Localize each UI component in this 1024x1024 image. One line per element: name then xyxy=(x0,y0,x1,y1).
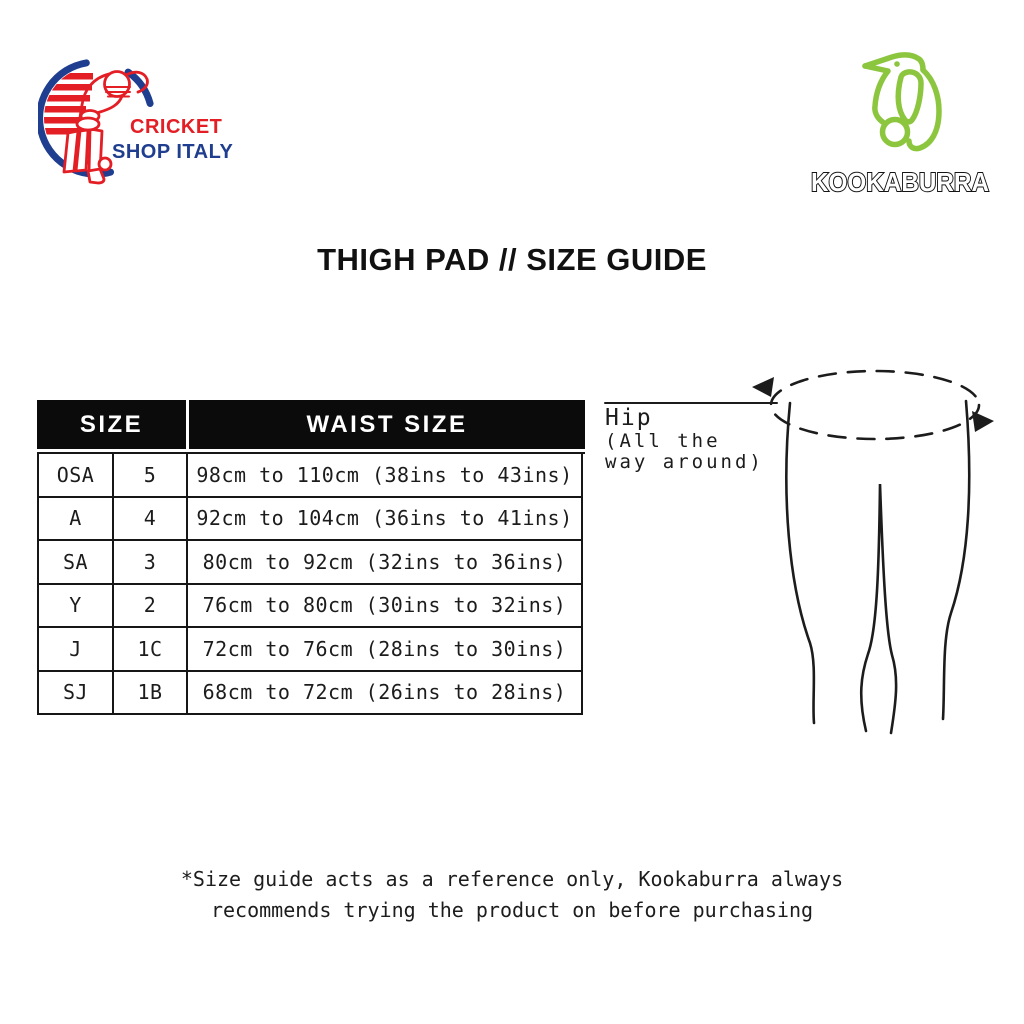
inner-leg-lines xyxy=(859,483,898,735)
cricket-logo-text-line2: SHOP ITALY xyxy=(112,141,234,163)
cricket-batsman-icon xyxy=(38,59,154,185)
hip-measurement-diagram: Hip (All the way around) xyxy=(600,345,1024,745)
size-number-cell: 1B xyxy=(114,671,188,715)
page-title: THIGH PAD // SIZE GUIDE xyxy=(317,242,707,277)
size-table: SIZE WAIST SIZE OSA 5 98cm to 110cm (38i… xyxy=(37,400,585,715)
size-table-header-waist: WAIST SIZE xyxy=(189,400,585,449)
size-code-cell: Y xyxy=(39,584,114,628)
hip-label-line2: (All the xyxy=(605,430,721,452)
kookaburra-bird-icon xyxy=(862,52,942,152)
size-number-cell: 1C xyxy=(114,628,188,672)
hip-label-line3: way around) xyxy=(605,451,764,473)
cricket-logo-text-line1: CRICKET xyxy=(130,116,223,138)
waist-range-cell: 72cm to 76cm (28ins to 30ins) xyxy=(188,628,583,672)
left-arrowhead-icon xyxy=(752,377,774,397)
right-outer-leg-line xyxy=(941,399,971,721)
size-number-cell: 3 xyxy=(114,541,188,585)
kookaburra-logo: KOOKABURRA xyxy=(800,40,1000,198)
waist-range-cell: 92cm to 104cm (36ins to 41ins) xyxy=(188,497,583,541)
size-code-cell: J xyxy=(39,628,114,672)
size-table-header-size: SIZE xyxy=(37,400,186,449)
cricket-shop-italy-logo: CRICKET SHOP ITALY xyxy=(38,45,288,197)
size-code-cell: A xyxy=(39,497,114,541)
left-outer-leg-line xyxy=(785,401,816,725)
footnote-line2: recommends trying the product on before … xyxy=(210,898,814,922)
right-arrowhead-icon xyxy=(972,411,994,432)
size-code-cell: SJ xyxy=(39,671,114,715)
waist-range-cell: 68cm to 72cm (26ins to 28ins) xyxy=(188,671,583,715)
legs-illustration xyxy=(604,369,994,735)
size-code-cell: SA xyxy=(39,541,114,585)
waist-range-cell: 76cm to 80cm (30ins to 32ins) xyxy=(188,584,583,628)
waist-range-cell: 98cm to 110cm (38ins to 43ins) xyxy=(188,454,583,498)
hip-circumference-ellipse xyxy=(769,369,981,441)
size-number-cell: 4 xyxy=(114,497,188,541)
hip-label-line1: Hip xyxy=(605,405,653,431)
size-table-body: OSA 5 98cm to 110cm (38ins to 43ins) A 4… xyxy=(37,452,585,715)
size-number-cell: 5 xyxy=(114,454,188,498)
size-guide-footnote: *Size guide acts as a reference only, Ko… xyxy=(0,864,1024,926)
size-number-cell: 2 xyxy=(114,584,188,628)
kookaburra-wordmark-text: KOOKABURRA xyxy=(811,167,989,197)
footnote-line1: *Size guide acts as a reference only, Ko… xyxy=(180,867,844,891)
waist-range-cell: 80cm to 92cm (32ins to 36ins) xyxy=(188,541,583,585)
size-table-header-row: SIZE WAIST SIZE xyxy=(37,400,585,449)
hip-label: Hip (All the way around) xyxy=(605,405,764,473)
kookaburra-wordmark: KOOKABURRA xyxy=(810,166,990,198)
size-code-cell: OSA xyxy=(39,454,114,498)
